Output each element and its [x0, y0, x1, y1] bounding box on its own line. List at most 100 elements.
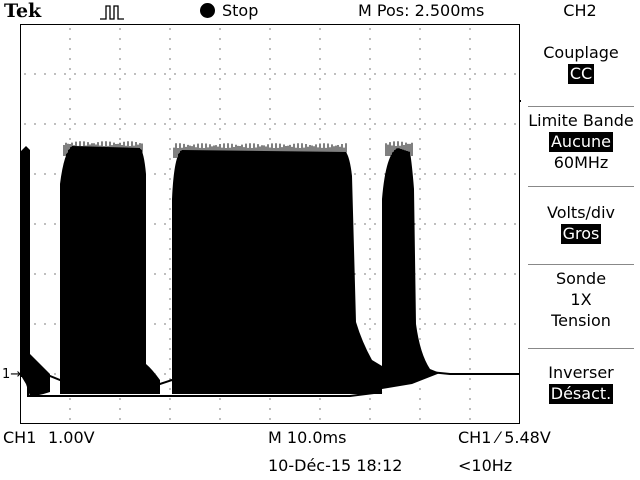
graticule-dot: [169, 408, 171, 410]
bandwidth-menu-item[interactable]: Limite Bande Aucune 60MHz: [522, 110, 640, 173]
graticule-dot: [369, 218, 371, 220]
graticule-dot: [169, 88, 171, 90]
invert-menu-item[interactable]: Inverser Désact.: [522, 362, 640, 404]
graticule-dot: [244, 73, 246, 75]
graticule-dot: [369, 28, 371, 30]
graticule-dot: [369, 48, 371, 50]
readout-bar: CH1 1.00V M 10.0ms CH1 ⁄ 5.48V 10-Déc-15…: [0, 424, 640, 480]
graticule-dot: [169, 148, 171, 150]
ch1-trace: [20, 146, 440, 396]
graticule-dot: [419, 268, 421, 270]
graticule-dot: [69, 138, 71, 140]
graticule-dot: [169, 208, 171, 210]
graticule-dot: [69, 28, 71, 30]
graticule-dot: [419, 88, 421, 90]
pulse-icon: [100, 5, 124, 20]
volts-div-menu-item[interactable]: Volts/div Gros: [522, 202, 640, 244]
graticule-dot: [119, 108, 121, 110]
graticule-dot: [369, 78, 371, 80]
graticule-dot: [269, 98, 271, 100]
graticule-dot: [369, 118, 371, 120]
graticule-dot: [424, 123, 426, 125]
graticule-dot: [434, 323, 436, 325]
graticule-dot: [374, 73, 376, 75]
graticule-dot: [219, 108, 221, 110]
graticule-dot: [419, 68, 421, 70]
graticule-dot: [434, 123, 436, 125]
graticule-dot: [169, 268, 171, 270]
horizontal-position: M Pos: 2.500ms: [358, 1, 485, 20]
graticule-dot: [269, 418, 271, 420]
graticule-dot: [169, 108, 171, 110]
graticule-dot: [469, 28, 471, 30]
graticule-dot: [419, 238, 421, 240]
graticule-dot: [419, 288, 421, 290]
graticule-dot: [464, 323, 466, 325]
graticule-dot: [314, 123, 316, 125]
graticule-dot: [384, 173, 386, 175]
graticule-dot: [269, 48, 271, 50]
graticule-dot: [269, 108, 271, 110]
graticule-dot: [274, 73, 276, 75]
graticule-dot: [469, 338, 471, 340]
graticule-dot: [419, 28, 421, 30]
graticule-dot: [119, 28, 121, 30]
graticule-dot: [369, 308, 371, 310]
graticule-dot: [154, 123, 156, 125]
graticule-dot: [119, 88, 121, 90]
graticule-dot: [224, 123, 226, 125]
graticule-dot: [319, 68, 321, 70]
probe-extra: Tension: [551, 311, 611, 330]
graticule-dot: [94, 123, 96, 125]
graticule-dot: [269, 78, 271, 80]
graticule-dot: [354, 123, 356, 125]
graticule-dot: [419, 218, 421, 220]
graticule-dot: [264, 73, 266, 75]
graticule-dot: [419, 158, 421, 160]
graticule-dot: [419, 228, 421, 230]
graticule-dot: [474, 73, 476, 75]
graticule-dot: [54, 73, 56, 75]
graticule-dot: [169, 158, 171, 160]
graticule-dot: [469, 238, 471, 240]
graticule-dot: [54, 173, 56, 175]
baseline-trace: [27, 368, 520, 388]
graticule-dot: [219, 58, 221, 60]
graticule-dot: [369, 198, 371, 200]
graticule-dot: [414, 223, 416, 225]
graticule-dot: [469, 418, 471, 420]
graticule-dot: [74, 73, 76, 75]
graticule-dot: [219, 78, 221, 80]
graticule-dot: [454, 173, 456, 175]
graticule-dot: [414, 123, 416, 125]
graticule-dot: [484, 173, 486, 175]
graticule-dot: [469, 208, 471, 210]
graticule-dot: [114, 73, 116, 75]
graticule-dot: [169, 258, 171, 260]
graticule-dot: [164, 273, 166, 275]
graticule-dot: [119, 98, 121, 100]
graticule-dot: [74, 123, 76, 125]
graticule-dot: [269, 138, 271, 140]
graticule-dot: [119, 398, 121, 400]
graticule-dot: [444, 323, 446, 325]
brand-logo: Tek: [4, 0, 42, 22]
graticule-dot: [369, 418, 371, 420]
probe-menu-item[interactable]: Sonde 1X Tension: [522, 268, 640, 331]
graticule-dot: [219, 98, 221, 100]
graticule-dot: [104, 73, 106, 75]
graticule-dot: [169, 78, 171, 80]
coupling-menu-item[interactable]: Couplage CC: [522, 42, 640, 84]
waveform-display[interactable]: [20, 24, 520, 424]
graticule-dot: [474, 173, 476, 175]
graticule-dot: [69, 58, 71, 60]
graticule-dot: [514, 223, 516, 225]
graticule-dot: [169, 278, 171, 280]
graticule-dot: [324, 73, 326, 75]
graticule-dot: [304, 123, 306, 125]
graticule-dot: [44, 173, 46, 175]
graticule-dot: [374, 223, 376, 225]
graticule-dot: [514, 73, 516, 75]
graticule-dot: [84, 73, 86, 75]
graticule-dot: [384, 123, 386, 125]
